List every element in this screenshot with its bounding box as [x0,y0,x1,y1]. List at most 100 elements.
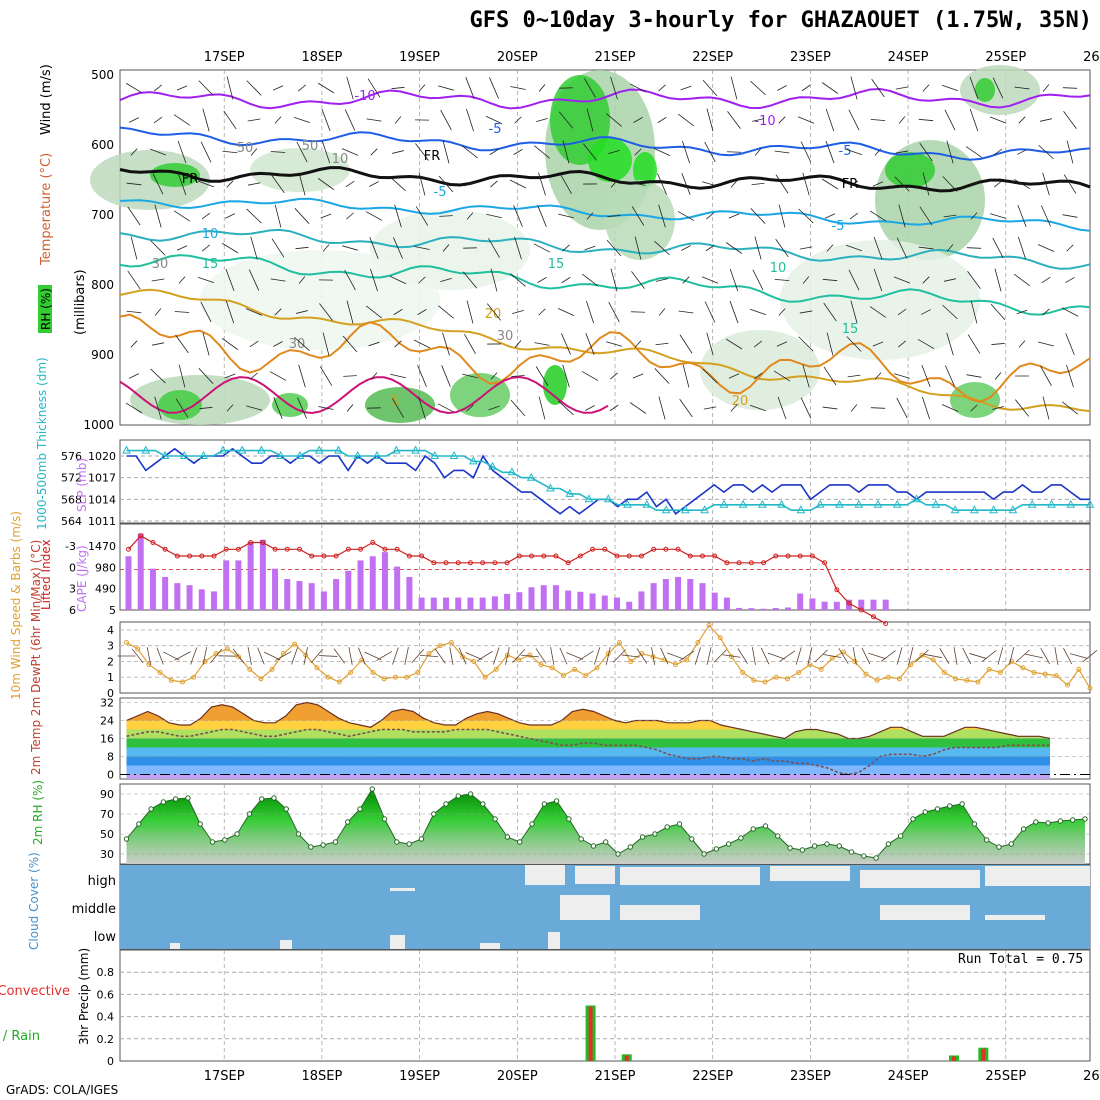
lifted-index-marker [211,553,217,559]
rh-shading-blob [885,152,935,188]
rh-marker [971,821,978,827]
wind-barb [631,271,645,289]
wind-barb [534,145,550,159]
rh-shading-blob [550,75,610,165]
wind-barb [202,332,210,356]
wind-barb [1017,236,1027,260]
wind-barb [798,336,814,352]
wind-barb [178,276,186,284]
cape-bar [210,591,217,610]
wind-barb [537,277,547,283]
thickness-marker [1008,505,1018,514]
cape-bar [284,579,291,610]
slp-tick: 1014 [88,493,116,506]
wind-barb [1042,172,1050,196]
wind-barb [511,375,525,377]
wind-barb [657,116,667,124]
wind-speed-marker [247,666,253,672]
wind-barb [823,366,837,386]
temp-band [126,702,1050,721]
cape-bar [320,591,327,610]
wind-barb [966,374,982,378]
date-tick-bottom: 21SEP [595,1069,636,1084]
contour-label: 10 [202,227,219,242]
rh-marker [517,839,523,845]
wind-barb [922,172,930,196]
wind-barb [297,397,307,419]
thickness-marker [835,499,844,508]
wind-barb [629,83,647,93]
lifted-index-marker [370,540,376,545]
wind-barb [895,150,909,154]
date-tick-bottom: 23SEP [790,1069,831,1084]
lifted-index-marker [883,621,889,626]
wind-barb-10m [156,647,164,665]
lifted-index-marker [675,546,681,552]
wind-barb [658,204,666,228]
wind-barb [581,371,599,381]
pressure-axis-label: (millibars) [73,269,88,335]
contour-label: -5 [839,144,852,159]
wind-speed-marker [471,658,477,664]
wind-barb [749,308,767,316]
cape-bar [345,570,352,610]
wind-barb [393,308,403,316]
wind-speed-marker [919,652,925,658]
contour-label: 30 [289,337,306,352]
wind-barb [1038,341,1054,347]
thickness-marker [179,450,189,459]
wind-barb [750,208,766,224]
wind-tick: 0 [107,687,114,700]
dewpoint-2m-line [126,728,1050,776]
wind-barb [149,148,167,156]
temp-2m-line [126,701,1051,740]
temp-band [126,720,1050,730]
wind-speed-marker [818,666,824,672]
wind-barb [346,300,354,324]
precip-convective-label: Convective [0,984,70,999]
wind-barb [922,276,930,284]
thickness-tick: 564 [61,515,82,528]
precip-tick: 0.8 [97,966,115,979]
temp-tick: 8 [107,751,114,764]
rh-shading-blob [588,138,632,182]
date-tick-top: 23SEP [790,50,831,65]
wind-barb [705,244,715,252]
wind-barb [250,372,258,380]
pressure-tick: 500 [91,68,114,82]
wind-barb-10m [434,648,446,664]
wind-speed-marker [594,665,600,671]
wind-barb [1042,396,1050,420]
wind-barb [677,211,695,221]
cape-bar [809,598,816,610]
wind-barb [250,148,258,156]
wind-speed-marker [728,654,734,660]
rh-marker [1057,818,1064,824]
temperature-axis-label: Temperature (°C) [39,153,54,266]
isotherm-line [119,197,1091,232]
lifted-index-line [128,535,886,625]
thickness-marker [276,450,286,459]
wind-barb [297,84,307,92]
cape-bar [614,597,620,610]
isotherm-line [119,313,1091,403]
wind-barb [725,242,743,254]
wind-speed-marker [370,669,376,675]
wind-barb [346,212,354,220]
wind-barb [894,176,910,192]
thickness-marker [873,499,883,508]
wind-barb [318,406,334,410]
wind-barb [514,236,522,260]
wind-barb [466,404,474,412]
date-tick-bottom: 18SEP [301,1069,342,1084]
wind-barb-10m [660,647,669,665]
wind-speed-marker [773,674,779,680]
rh-marker [406,841,412,847]
wind-barb [245,308,263,316]
rh-marker [308,844,314,850]
contour-label: 5 [391,394,399,409]
wind-barb [654,240,670,256]
wind-barb [561,276,571,284]
panel-frame-wind [119,621,1091,694]
